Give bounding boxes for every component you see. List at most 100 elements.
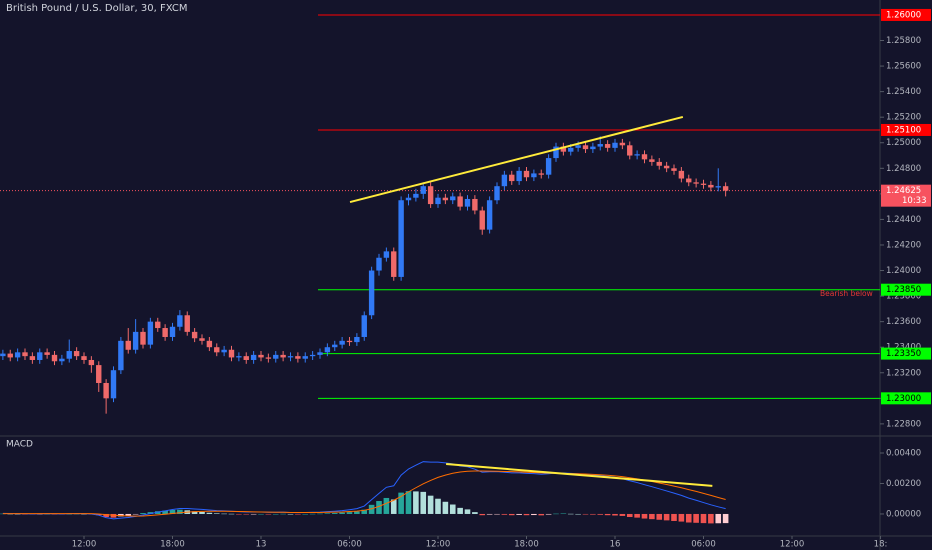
candle-body [678,170,685,179]
x-tick-label: 18:00 [160,540,185,550]
level-label-box [881,392,931,405]
candle-body [177,315,183,327]
y-tick-label: 1.22800 [886,419,921,429]
candle-body [250,354,257,360]
y-tick-label: 1.25200 [886,113,921,123]
candle-body [501,174,508,187]
histogram-bar [390,499,397,514]
y-tick-label: 1.24400 [886,215,921,225]
level-label: 1.23000 [886,394,921,404]
y-tick-label: 1.24000 [886,266,921,276]
histogram-bar [560,513,567,515]
candle-body [442,197,449,201]
candle-body [118,340,124,371]
candle-body [125,340,131,350]
candle-body [295,356,301,359]
candle-body [649,159,655,162]
candle-body [590,146,596,150]
last-price-label: 1.24625 [886,186,921,196]
histogram-bar [619,513,626,516]
histogram-bar [715,513,722,524]
x-tick-label: 16 [610,540,621,550]
histogram-bar [125,513,132,516]
histogram-bar [140,513,146,514]
histogram-bar [81,513,87,515]
histogram-bar [494,513,500,515]
candle-body [405,197,412,201]
candle-body [671,168,677,171]
histogram-bar [302,513,309,515]
candle-body [243,356,249,360]
candle-body [641,154,648,160]
histogram-bar [339,512,345,514]
histogram-bar [361,509,368,514]
histogram-bar [656,513,663,520]
histogram-bar [516,513,522,515]
level-label-box [881,347,931,360]
y-tick-label: 1.25800 [886,36,921,46]
candle-body [722,186,729,191]
histogram-bar [575,513,581,515]
histogram-bar [103,513,109,518]
histogram-bar [383,497,390,514]
histogram-bar [634,513,640,518]
histogram-bar [0,513,6,515]
histogram-bar [221,513,227,515]
histogram-bar [597,513,604,515]
candle-body [162,328,168,337]
axis-layer: 1.228001.230001.232001.234001.236001.238… [72,8,931,550]
histogram-bar [523,513,530,516]
x-tick-label: 06:00 [691,540,716,550]
histogram-bar [368,504,375,514]
candle-body [317,352,323,355]
histogram-bar [346,512,353,514]
histogram-bar [250,513,257,515]
histogram-bar [708,513,714,524]
candle-body [656,161,662,166]
histogram-bar [671,513,677,521]
histogram-bar [295,513,301,515]
histogram-bar [317,513,323,515]
histogram-bar [663,513,670,521]
histogram-bar [420,491,427,514]
histogram-bar [486,513,493,515]
trend-line [349,115,684,204]
histogram-bar [427,495,434,514]
back-layer [0,14,880,399]
candle-body [568,147,574,152]
x-tick-label: 12:00 [426,540,451,550]
histogram-bar [612,513,618,516]
x-tick-label: 06:00 [337,540,362,550]
candle-body [59,358,65,362]
histogram-bar [700,513,707,524]
histogram-bar [14,513,21,515]
histogram-bar [545,513,552,515]
candle-body [538,173,544,175]
histogram-bar [44,513,50,515]
candle-body [221,349,227,353]
y-tick-label: 1.23600 [886,317,921,327]
candle-body [14,352,21,358]
candle-body [103,382,109,399]
annotation: Bearish below [820,289,873,298]
candle-body [280,354,286,358]
histogram-bar [398,492,404,514]
histogram-bar [206,512,213,514]
histogram-bar [191,511,198,514]
histogram-bar [479,513,486,516]
candle-body [575,145,581,148]
histogram-bar [590,513,596,515]
candle-body [44,352,50,355]
indicator-title: MACD [6,440,33,450]
histogram-bar [324,513,331,514]
x-tick-label: 18: [874,540,888,550]
candle-body [354,336,360,343]
histogram-bar [641,513,648,519]
histogram-bar [553,513,559,515]
candle-body [553,146,559,159]
candle-body [634,154,640,156]
candle-body [450,196,456,201]
level-label: 1.26000 [886,10,921,20]
